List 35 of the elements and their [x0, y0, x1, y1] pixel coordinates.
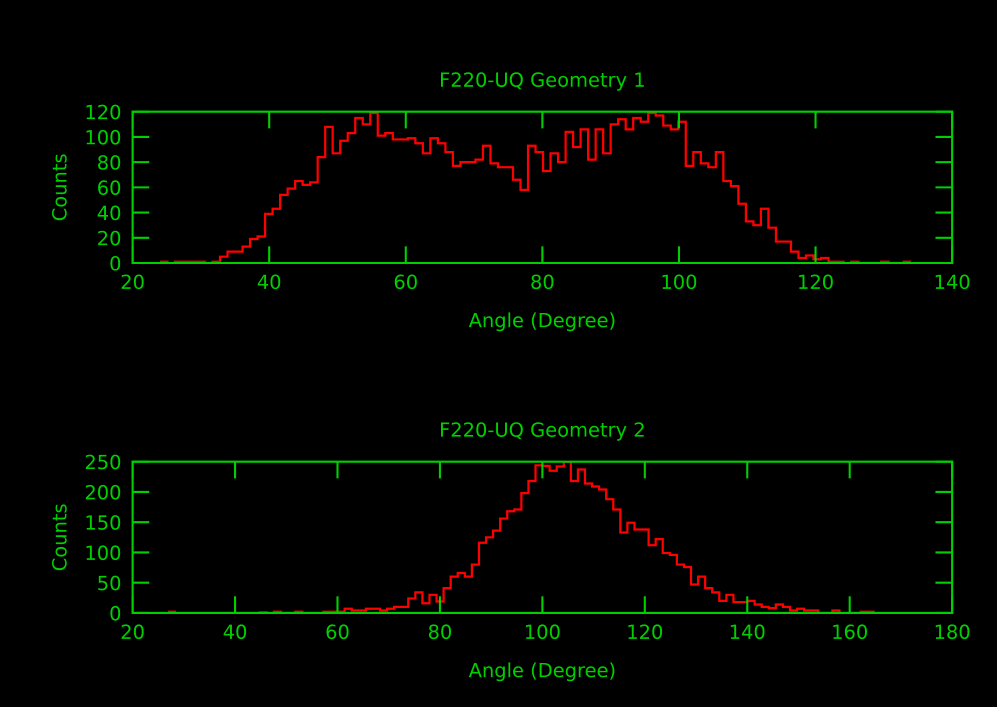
x-tick-label: 100	[662, 274, 696, 290]
y-tick-label: 20	[98, 230, 120, 246]
x-tick-label: 120	[799, 274, 833, 290]
y-tick-label: 150	[86, 515, 120, 530]
chart-title: F220-UQ Geometry 2	[441, 422, 644, 441]
y-tick-label: 120	[86, 104, 120, 120]
y-tick-label: 100	[86, 545, 120, 560]
x-tick-label: 140	[730, 624, 765, 640]
y-tick-label: 250	[86, 454, 120, 470]
x-tick-label: 80	[428, 624, 452, 640]
x-tick-label: 20	[122, 274, 144, 290]
y-tick-label: 200	[86, 484, 120, 500]
y-tick-label: 0	[110, 606, 120, 621]
x-tick-label: 60	[326, 624, 349, 640]
y-tick-label: 60	[98, 180, 120, 196]
y-tick-label: 80	[98, 155, 120, 170]
x-tick-label: 100	[526, 624, 560, 640]
x-tick-label: 180	[936, 624, 970, 640]
x-tick-label: 60	[394, 274, 417, 290]
x-tick-label: 40	[224, 624, 246, 640]
x-tick-label: 40	[258, 274, 280, 290]
y-tick-label: 100	[86, 130, 120, 145]
x-tick-label: 160	[833, 624, 867, 640]
x-tick-label: 80	[531, 274, 554, 290]
x-tick-label: 140	[936, 274, 970, 290]
x-axis-title: Angle (Degree)	[468, 312, 614, 332]
y-axis-title: Counts	[52, 504, 67, 570]
chart-title: F220-UQ Geometry 1	[441, 72, 644, 91]
y-tick-label: 0	[110, 256, 120, 271]
x-axis-title: Angle (Degree)	[468, 662, 614, 682]
y-tick-label: 40	[98, 206, 120, 220]
y-axis-title: Counts	[52, 154, 67, 220]
x-tick-label: 120	[628, 624, 662, 640]
y-tick-label: 50	[98, 576, 120, 590]
x-tick-label: 20	[122, 624, 144, 640]
